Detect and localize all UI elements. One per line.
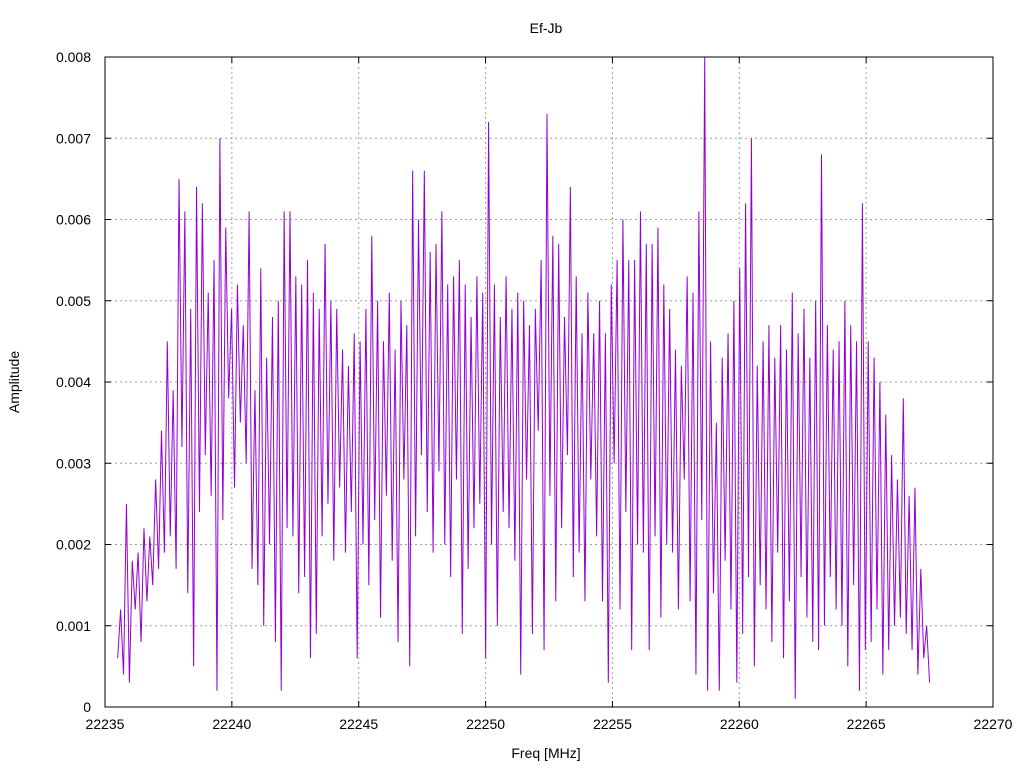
- series-layer: [117, 56, 931, 699]
- y-tick-label: 0.007: [56, 130, 91, 146]
- y-tick-label: 0.008: [56, 49, 91, 65]
- x-tick-label: 22260: [720, 716, 759, 732]
- y-tick-label: 0.005: [56, 293, 91, 309]
- y-tick-label: 0.006: [56, 212, 91, 228]
- x-tick-label: 22240: [212, 716, 251, 732]
- x-tick-label: 22255: [593, 716, 632, 732]
- y-axis-title: Amplitude: [6, 351, 22, 413]
- y-tick-label: 0.004: [56, 374, 91, 390]
- y-tick-label: 0.001: [56, 618, 91, 634]
- y-tick-label: 0.003: [56, 455, 91, 471]
- y-tick-label: 0: [83, 699, 91, 715]
- axis-ticks: 22235 22240 22245 22250 22255 22260 22265 22270…: [56, 49, 1013, 732]
- x-tick-label: 22245: [339, 716, 378, 732]
- x-axis-title: Freq [MHz]: [511, 745, 580, 761]
- chart-title: Ef-Jb: [530, 20, 563, 36]
- series-line: [117, 56, 931, 699]
- x-tick-label: 22235: [86, 716, 125, 732]
- y-tick-label: 0.002: [56, 537, 91, 553]
- x-tick-label: 22265: [847, 716, 886, 732]
- x-tick-label: 22250: [466, 716, 505, 732]
- x-tick-label: 22270: [974, 716, 1013, 732]
